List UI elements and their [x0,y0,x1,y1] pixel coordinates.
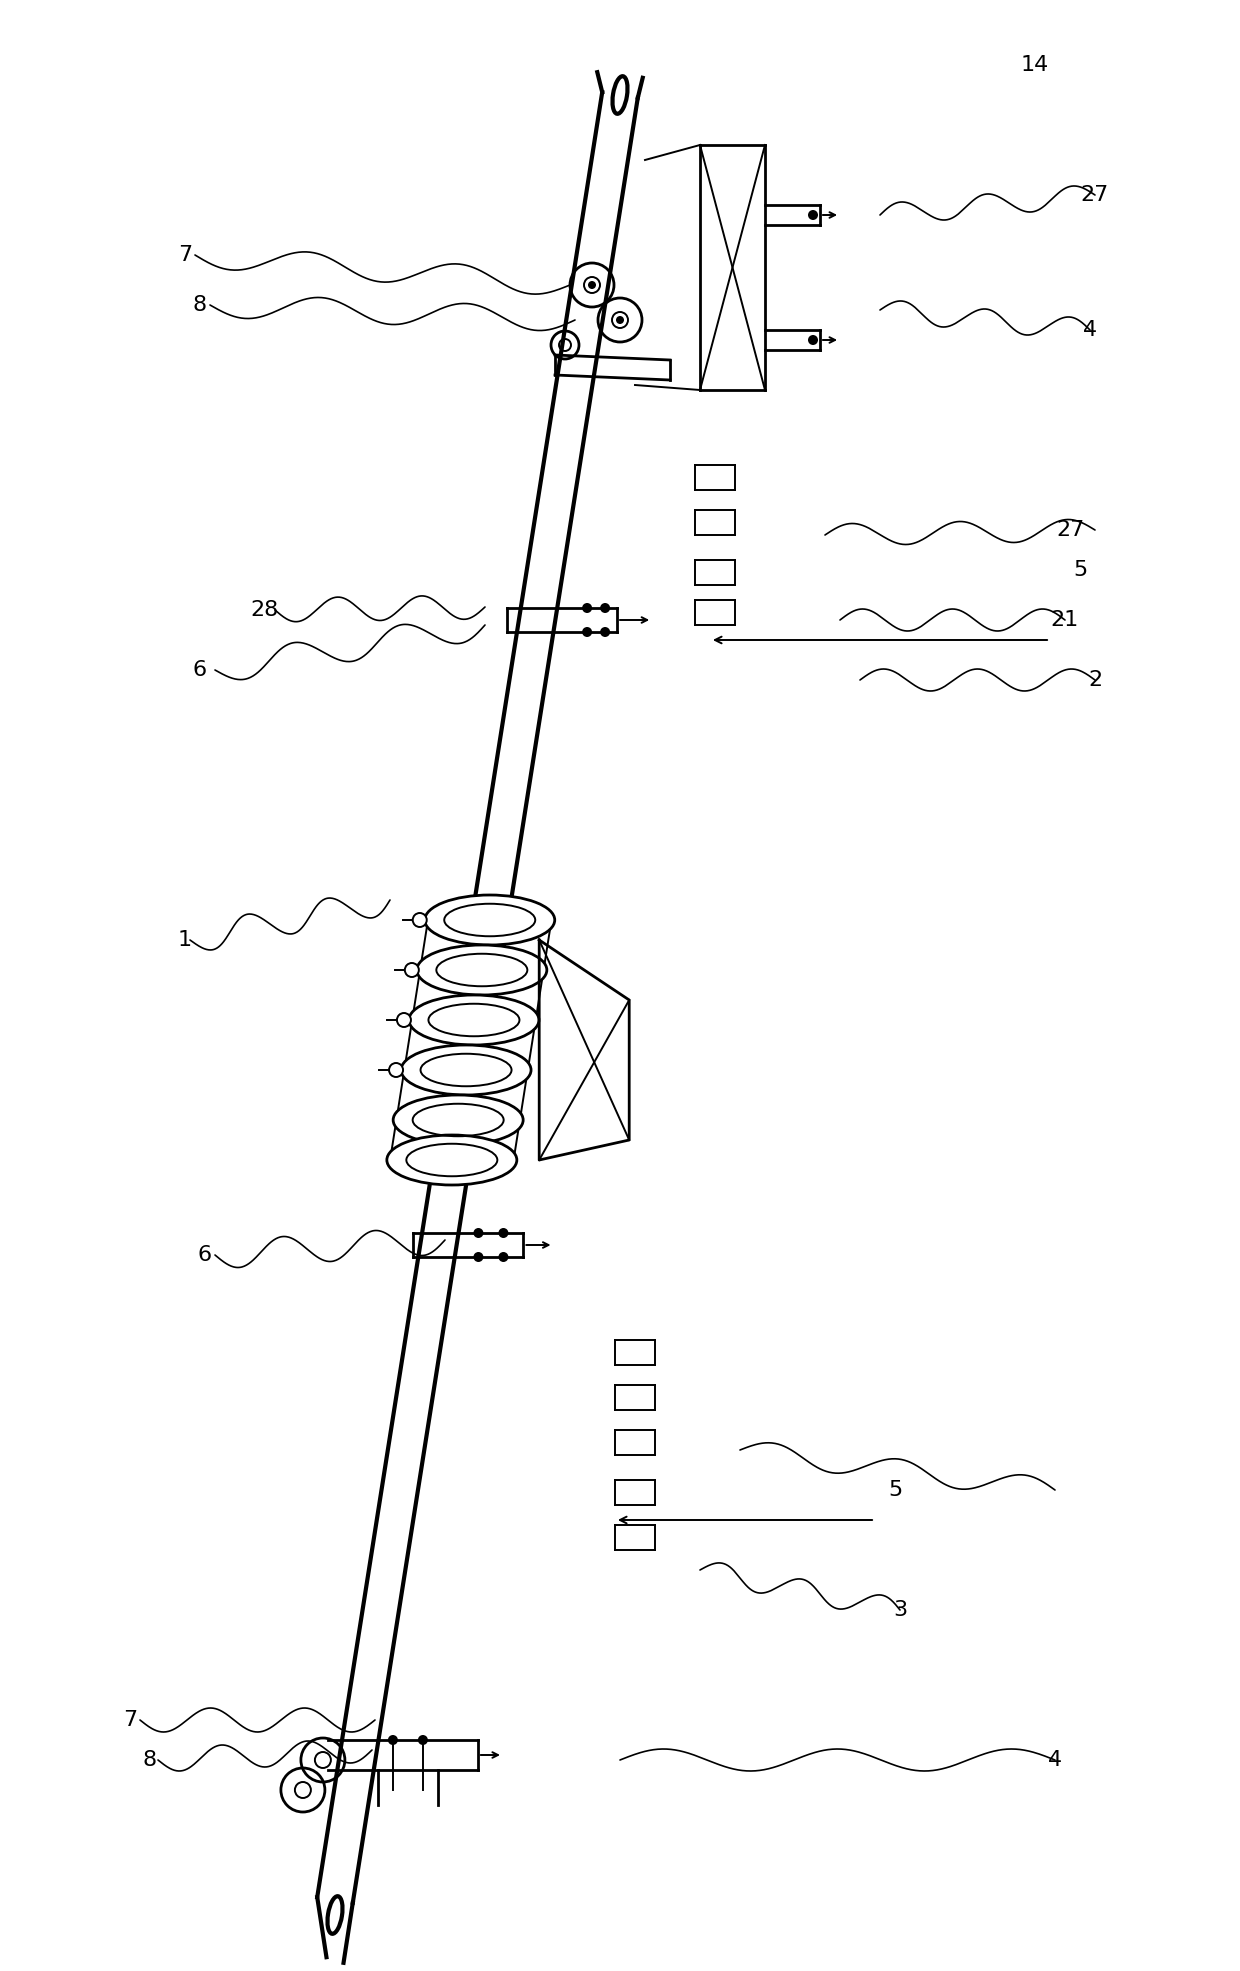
Ellipse shape [327,1896,342,1934]
Text: 28: 28 [250,599,279,621]
Circle shape [600,627,610,637]
Text: 6: 6 [193,660,207,680]
Text: 4: 4 [1048,1750,1063,1770]
Ellipse shape [425,895,554,944]
Text: 21: 21 [1050,609,1079,631]
Circle shape [474,1252,484,1261]
Text: 14: 14 [1021,55,1049,75]
Ellipse shape [401,1045,531,1096]
Text: 8: 8 [143,1750,157,1770]
Text: 27: 27 [1081,185,1109,205]
Text: 7: 7 [123,1711,138,1731]
Ellipse shape [393,1096,523,1145]
Circle shape [600,603,610,613]
Text: 5: 5 [888,1480,903,1500]
Ellipse shape [417,944,547,995]
Text: 27: 27 [1056,520,1084,540]
Ellipse shape [387,1135,517,1185]
Text: 2: 2 [1087,670,1102,690]
Circle shape [582,603,593,613]
Text: 4: 4 [1083,319,1097,341]
Ellipse shape [409,995,539,1045]
Circle shape [388,1734,398,1744]
Circle shape [474,1228,484,1238]
Circle shape [404,964,419,978]
Circle shape [808,335,818,345]
Text: 3: 3 [893,1600,908,1620]
Circle shape [413,913,427,926]
Circle shape [588,282,596,290]
Circle shape [498,1252,508,1261]
Text: 1: 1 [177,930,192,950]
Text: 7: 7 [177,244,192,264]
Circle shape [418,1734,428,1744]
Text: 6: 6 [198,1246,212,1265]
Text: 8: 8 [193,296,207,315]
Circle shape [808,211,818,221]
Ellipse shape [613,77,627,114]
Circle shape [616,315,624,323]
Circle shape [582,627,593,637]
Circle shape [397,1013,410,1027]
Circle shape [498,1228,508,1238]
Circle shape [389,1062,403,1076]
Text: 5: 5 [1073,560,1087,579]
